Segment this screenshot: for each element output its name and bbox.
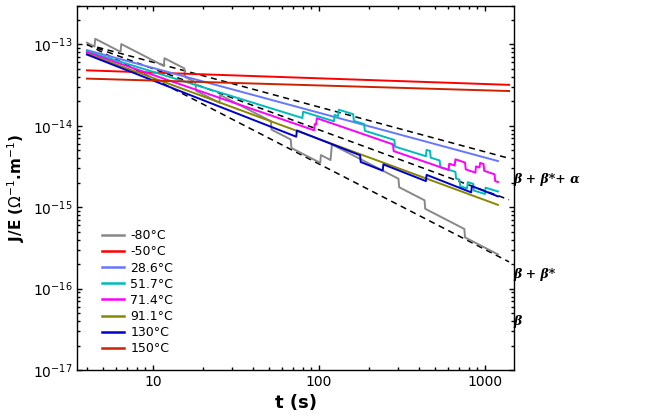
Y-axis label: J/E ($\Omega^{-1}$.m$^{-1}$): J/E ($\Omega^{-1}$.m$^{-1}$) [5, 134, 27, 242]
Text: β + β*+ α: β + β*+ α [513, 173, 580, 186]
X-axis label: t (s): t (s) [275, 395, 317, 413]
Text: β + β*: β + β* [513, 268, 555, 281]
Text: β: β [513, 314, 521, 328]
Legend: -80°C, -50°C, 28.6°C, 51.7°C, 71.4°C, 91.1°C, 130°C, 150°C: -80°C, -50°C, 28.6°C, 51.7°C, 71.4°C, 91… [96, 224, 178, 360]
